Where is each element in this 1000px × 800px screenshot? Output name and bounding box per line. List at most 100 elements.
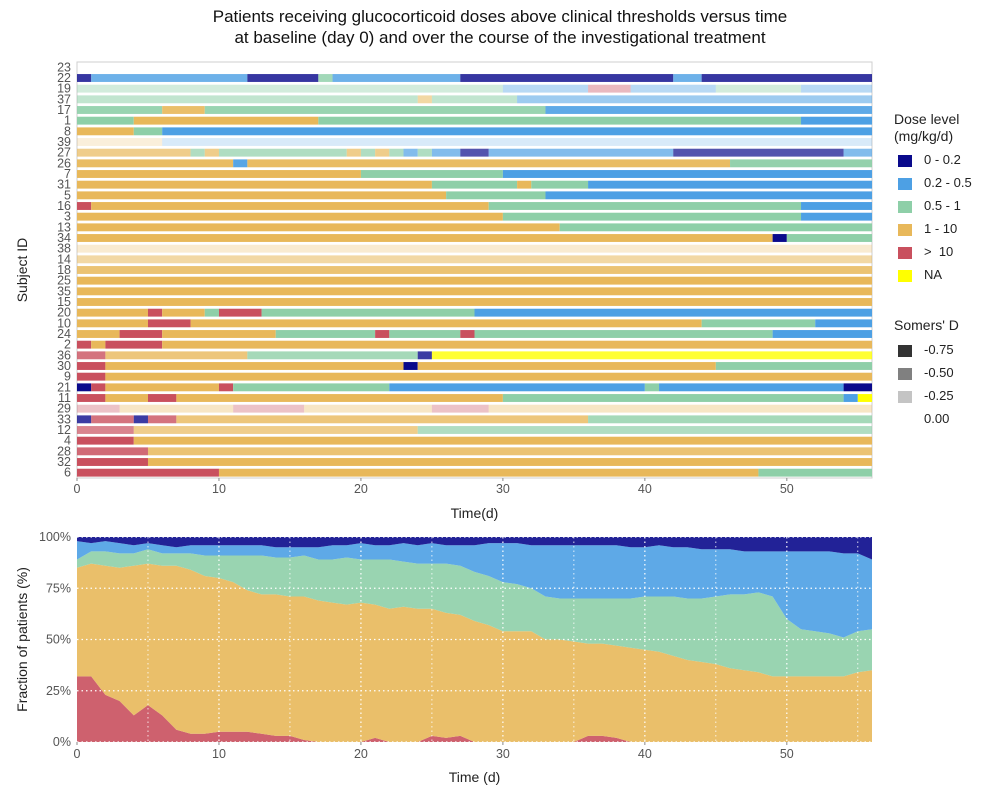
legend-somers-label-0: -0.75 bbox=[924, 342, 954, 357]
swimmer-segment-22-5 bbox=[460, 74, 673, 82]
x-tick-label-top-0: 0 bbox=[74, 482, 81, 496]
swimmer-segment-37-2 bbox=[432, 95, 517, 103]
swimmer-segment-24-3 bbox=[276, 330, 375, 338]
x-tick-label-top-30: 30 bbox=[496, 482, 510, 496]
swimmer-segment-7-2 bbox=[503, 170, 872, 178]
swimmer-segment-1-3 bbox=[801, 117, 872, 125]
swimmer-segment-37-0 bbox=[77, 95, 418, 103]
x-tick-label-top-40: 40 bbox=[638, 482, 652, 496]
legend-somers-label-1: -0.50 bbox=[924, 365, 954, 380]
swimmer-segment-6-1 bbox=[219, 469, 758, 477]
swimmer-segment-33-0 bbox=[77, 415, 91, 423]
swimmer-segment-27-3 bbox=[219, 149, 347, 157]
swimmer-segment-26-3 bbox=[730, 159, 872, 167]
y-tick-label-subject-6: 6 bbox=[64, 466, 71, 480]
swimmer-segment-13-0 bbox=[77, 223, 560, 231]
legend-dose-title-line-2: (mg/kg/d) bbox=[894, 128, 959, 145]
swimmer-segment-11-2 bbox=[148, 394, 176, 402]
swimmer-segment-22-7 bbox=[702, 74, 872, 82]
swimmer-segment-31-2 bbox=[517, 181, 531, 189]
chart-canvas: 2322193717183927267315163133438141825351… bbox=[0, 0, 1000, 800]
swimmer-segment-21-5 bbox=[389, 383, 645, 391]
y-tick-label-bottom-50: 50% bbox=[46, 633, 71, 647]
swimmer-segment-12-0 bbox=[77, 426, 134, 434]
swimmer-segment-29-0 bbox=[77, 405, 120, 413]
swimmer-segment-21-8 bbox=[844, 383, 872, 391]
swimmer-segment-36-2 bbox=[247, 351, 417, 359]
legend-somers-swatch-1 bbox=[898, 368, 912, 380]
swimmer-segment-17-2 bbox=[205, 106, 546, 114]
swimmer-segment-30-3 bbox=[418, 362, 716, 370]
x-tick-label-bottom-20: 20 bbox=[354, 747, 368, 761]
swimmer-segment-33-4 bbox=[176, 415, 588, 423]
swimmer-segment-17-0 bbox=[77, 106, 162, 114]
swimmer-segment-31-0 bbox=[77, 181, 432, 189]
x-tick-label-bottom-0: 0 bbox=[74, 747, 81, 761]
legend-dose-swatch-5 bbox=[898, 270, 912, 282]
swimmer-segment-7-0 bbox=[77, 170, 361, 178]
swimmer-segment-27-10 bbox=[432, 149, 460, 157]
swimmer-segment-19-4 bbox=[716, 85, 801, 93]
y-tick-label-bottom-0: 0% bbox=[53, 735, 71, 749]
swimmer-segment-8-2 bbox=[162, 127, 872, 135]
swimmer-segment-3-0 bbox=[77, 213, 503, 221]
legend-dose-title: Dose level (mg/kg/d) bbox=[894, 111, 959, 145]
swimmer-segment-21-2 bbox=[105, 383, 219, 391]
legend-dose-swatch-0 bbox=[898, 155, 912, 167]
swimmer-segment-20-2 bbox=[162, 309, 205, 317]
swimmer-segment-22-1 bbox=[91, 74, 247, 82]
legend-dose-label-1: 0.2 - 0.5 bbox=[924, 175, 972, 190]
swimmer-segment-27-0 bbox=[77, 149, 191, 157]
swimmer-segment-10-3 bbox=[702, 319, 816, 327]
swimmer-segment-26-1 bbox=[233, 159, 247, 167]
swimmer-segment-27-1 bbox=[191, 149, 205, 157]
swimmer-segment-8-1 bbox=[134, 127, 162, 135]
swimmer-segment-3-2 bbox=[801, 213, 872, 221]
legend-dose-swatch-1 bbox=[898, 178, 912, 190]
swimmer-segment-21-7 bbox=[659, 383, 844, 391]
y-axis-title-bottom: Fraction of patients (%) bbox=[14, 567, 30, 712]
swimmer-segment-24-6 bbox=[460, 330, 474, 338]
swimmer-segment-20-1 bbox=[148, 309, 162, 317]
swimmer-segment-22-6 bbox=[673, 74, 701, 82]
swimmer-segment-22-3 bbox=[318, 74, 332, 82]
swimmer-segment-13-1 bbox=[560, 223, 872, 231]
swimmer-segment-10-0 bbox=[77, 319, 148, 327]
swimmer-segment-18-0 bbox=[77, 266, 872, 274]
swimmer-segment-30-2 bbox=[404, 362, 418, 370]
legend-somers-swatch-0 bbox=[898, 345, 912, 357]
swimmer-segment-17-3 bbox=[545, 106, 872, 114]
swimmer-segment-22-4 bbox=[333, 74, 461, 82]
swimmer-segment-22-0 bbox=[77, 74, 91, 82]
swimmer-segment-12-1 bbox=[134, 426, 418, 434]
swimmer-segment-10-4 bbox=[815, 319, 872, 327]
swimmer-segment-36-3 bbox=[418, 351, 432, 359]
swimmer-segment-29-1 bbox=[120, 405, 234, 413]
swimmer-segment-14-0 bbox=[77, 255, 872, 263]
swimmer-segment-19-0 bbox=[77, 85, 503, 93]
swimmer-segment-33-3 bbox=[148, 415, 176, 423]
x-axis-title-top: Time(d) bbox=[451, 505, 499, 521]
swimmer-segment-28-1 bbox=[148, 447, 872, 455]
swimmer-segment-33-2 bbox=[134, 415, 148, 423]
swimmer-segment-19-3 bbox=[631, 85, 716, 93]
swimmer-segment-6-2 bbox=[758, 469, 872, 477]
swimmer-segment-32-0 bbox=[77, 458, 148, 466]
swimmer-segment-10-2 bbox=[191, 319, 702, 327]
swimmer-segment-27-2 bbox=[205, 149, 219, 157]
legend-somers-title: Somers' D bbox=[894, 317, 959, 334]
x-tick-label-bottom-30: 30 bbox=[496, 747, 510, 761]
swimmer-segment-5-1 bbox=[446, 191, 545, 199]
swimmer-segment-29-5 bbox=[489, 405, 872, 413]
swimmer-segment-32-1 bbox=[148, 458, 872, 466]
swimmer-segment-16-0 bbox=[77, 202, 91, 210]
swimmer-segment-24-8 bbox=[773, 330, 872, 338]
swimmer-segment-1-0 bbox=[77, 117, 134, 125]
swimmer-segment-27-7 bbox=[389, 149, 403, 157]
swimmer-segment-2-3 bbox=[162, 341, 872, 349]
legend-somers-swatch-2 bbox=[898, 391, 912, 403]
swimmer-segment-36-0 bbox=[77, 351, 105, 359]
swimmer-segment-31-3 bbox=[531, 181, 588, 189]
swimmer-segment-1-2 bbox=[318, 117, 801, 125]
swimmer-segment-11-0 bbox=[77, 394, 105, 402]
